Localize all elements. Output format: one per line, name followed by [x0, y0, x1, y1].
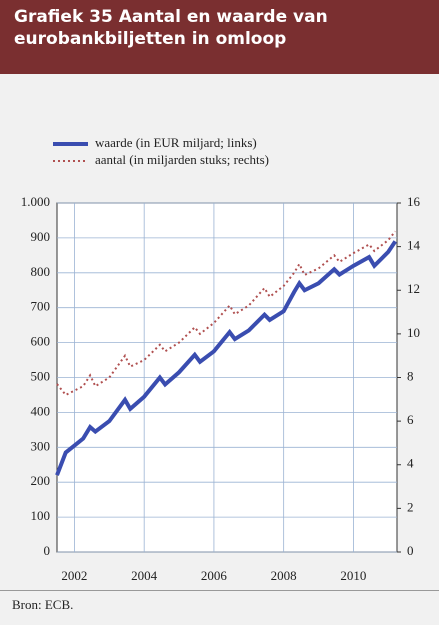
y-tick-label: 0: [44, 543, 51, 558]
x-tick-label: 2010: [340, 568, 366, 583]
x-tick-label: 2008: [271, 568, 297, 583]
y2-tick-label: 14: [407, 238, 421, 253]
y2-tick-label: 6: [407, 412, 414, 427]
divider: [0, 590, 439, 591]
y-tick-label: 500: [31, 368, 51, 383]
x-tick-label: 2004: [131, 568, 158, 583]
x-tick-label: 2006: [201, 568, 228, 583]
x-tick-label: 2002: [61, 568, 87, 583]
chart-title: Grafiek 35 Aantal en waarde van eurobank…: [0, 0, 439, 74]
y2-tick-label: 16: [407, 194, 421, 209]
series-line: [56, 230, 397, 397]
y2-tick-label: 4: [407, 456, 414, 471]
y2-tick-label: 2: [407, 499, 414, 514]
legend-label: waarde (in EUR miljard; links): [95, 135, 257, 150]
y-tick-label: 300: [31, 438, 51, 453]
chart: 0 100 200 300 400 500 600 700 800 900 1.000 0 2 4 6 8 10…: [21, 135, 421, 583]
y-tick-label: 100: [31, 508, 51, 523]
y2-tick-label: 10: [407, 325, 420, 340]
y2-tick-label: 0: [407, 543, 414, 558]
y-tick-label: 800: [31, 264, 51, 279]
y2-tick-label: 8: [407, 368, 414, 383]
y-tick-label: 700: [31, 299, 51, 314]
y-tick-label: 1.000: [21, 194, 50, 209]
y2-tick-label: 12: [407, 281, 420, 296]
y-tick-label: 400: [31, 403, 51, 418]
source: Bron: ECB.: [12, 597, 74, 612]
series-line: [55, 240, 397, 476]
y-tick-label: 900: [31, 229, 51, 244]
y-tick-label: 600: [31, 334, 51, 349]
legend-label: aantal (in miljarden stuks; rechts): [95, 152, 269, 167]
y-tick-label: 200: [31, 473, 51, 488]
